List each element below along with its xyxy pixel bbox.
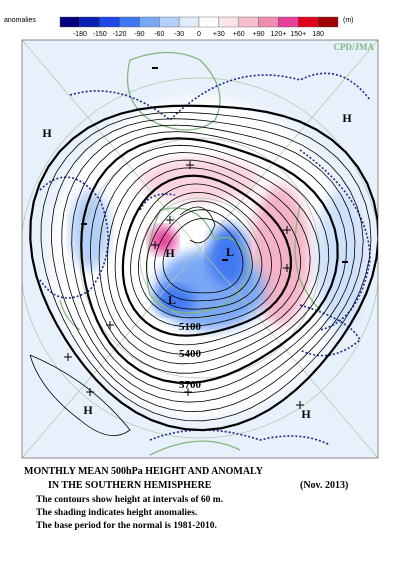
contour [40, 111, 372, 422]
contour [107, 159, 311, 355]
map-frame [21, 39, 379, 459]
caption-subtitle: IN THE SOUTHERN HEMISPHERE [48, 480, 212, 491]
height-contours [29, 104, 378, 437]
legend-label: +60 [233, 31, 245, 38]
caption-line: The base period for the normal is 1981-2… [36, 521, 217, 531]
high-label: H [83, 403, 93, 417]
contour [51, 118, 364, 413]
legend-label: -180 [73, 31, 87, 38]
pressure-labels: 5100 5400 5700 H H H H H L L [42, 111, 352, 421]
legend-label: 0 [197, 31, 201, 38]
colorbar: -180 -150 -120 -90 -60 -30 0 +30 +60 +90 120+ 150+ 1… [59, 16, 339, 38]
legend-label: -30 [174, 31, 184, 38]
contour [90, 144, 330, 374]
legend-swatch [238, 16, 259, 28]
high-label: H [165, 246, 175, 260]
legend-label: +90 [253, 31, 265, 38]
contour-label: 5700 [179, 379, 202, 391]
contour [29, 354, 131, 437]
contour [121, 174, 292, 337]
legend-unit: (m) [343, 17, 354, 24]
contour [162, 218, 244, 294]
legend-label: 120+ [271, 31, 287, 38]
legend-swatch [99, 16, 120, 28]
legend-label: +30 [213, 31, 225, 38]
high-label: H [301, 407, 311, 421]
legend-label: -60 [154, 31, 164, 38]
legend-swatch [119, 16, 140, 28]
high-label: H [342, 111, 352, 125]
caption-title: MONTHLY MEAN 500hPa HEIGHT AND ANOMALY [24, 466, 264, 477]
contour-label: 5400 [179, 348, 202, 360]
contour [29, 104, 378, 432]
contour-label: 5100 [179, 321, 202, 333]
contour [137, 191, 273, 319]
map: CPD/JMA 5100 5400 5700 H H H H H L L [22, 40, 378, 458]
zero-anomaly-line [39, 72, 371, 446]
legend-swatch [79, 16, 100, 28]
low-label: L [168, 293, 176, 307]
contour [114, 167, 301, 346]
legend-swatch [298, 16, 319, 28]
contour [71, 131, 347, 394]
low-label: L [226, 245, 234, 259]
caption-date: (Nov. 2013) [300, 480, 348, 491]
high-label: H [42, 126, 52, 140]
contour [130, 183, 282, 328]
legend-swatch [178, 16, 200, 28]
credit: CPD/JMA [334, 42, 375, 52]
contour [80, 137, 339, 385]
legend-label: -90 [134, 31, 144, 38]
negative-anomaly [70, 190, 110, 270]
legend-swatch [198, 16, 220, 28]
caption-line: The shading indicates height anomalies. [36, 508, 197, 518]
contour [145, 200, 263, 310]
contour [98, 152, 321, 365]
contour [179, 206, 216, 244]
legend-swatch [258, 16, 279, 28]
anomaly-symbols [64, 67, 348, 409]
legend-swatch [278, 16, 299, 28]
legend-swatch [139, 16, 160, 28]
legend-title: anomalies [4, 17, 36, 24]
legend-swatch [218, 16, 239, 28]
legend-label: -120 [113, 31, 127, 38]
legend-label: 180 [312, 31, 324, 38]
legend-swatch [59, 16, 81, 28]
contour [61, 124, 356, 403]
contour [154, 209, 253, 302]
legend-label: -150 [93, 31, 107, 38]
legend-swatch [159, 16, 180, 28]
caption-line: The contours show height at intervals of… [36, 495, 223, 505]
legend-swatch [317, 16, 339, 28]
legend-label: 150+ [290, 31, 306, 38]
